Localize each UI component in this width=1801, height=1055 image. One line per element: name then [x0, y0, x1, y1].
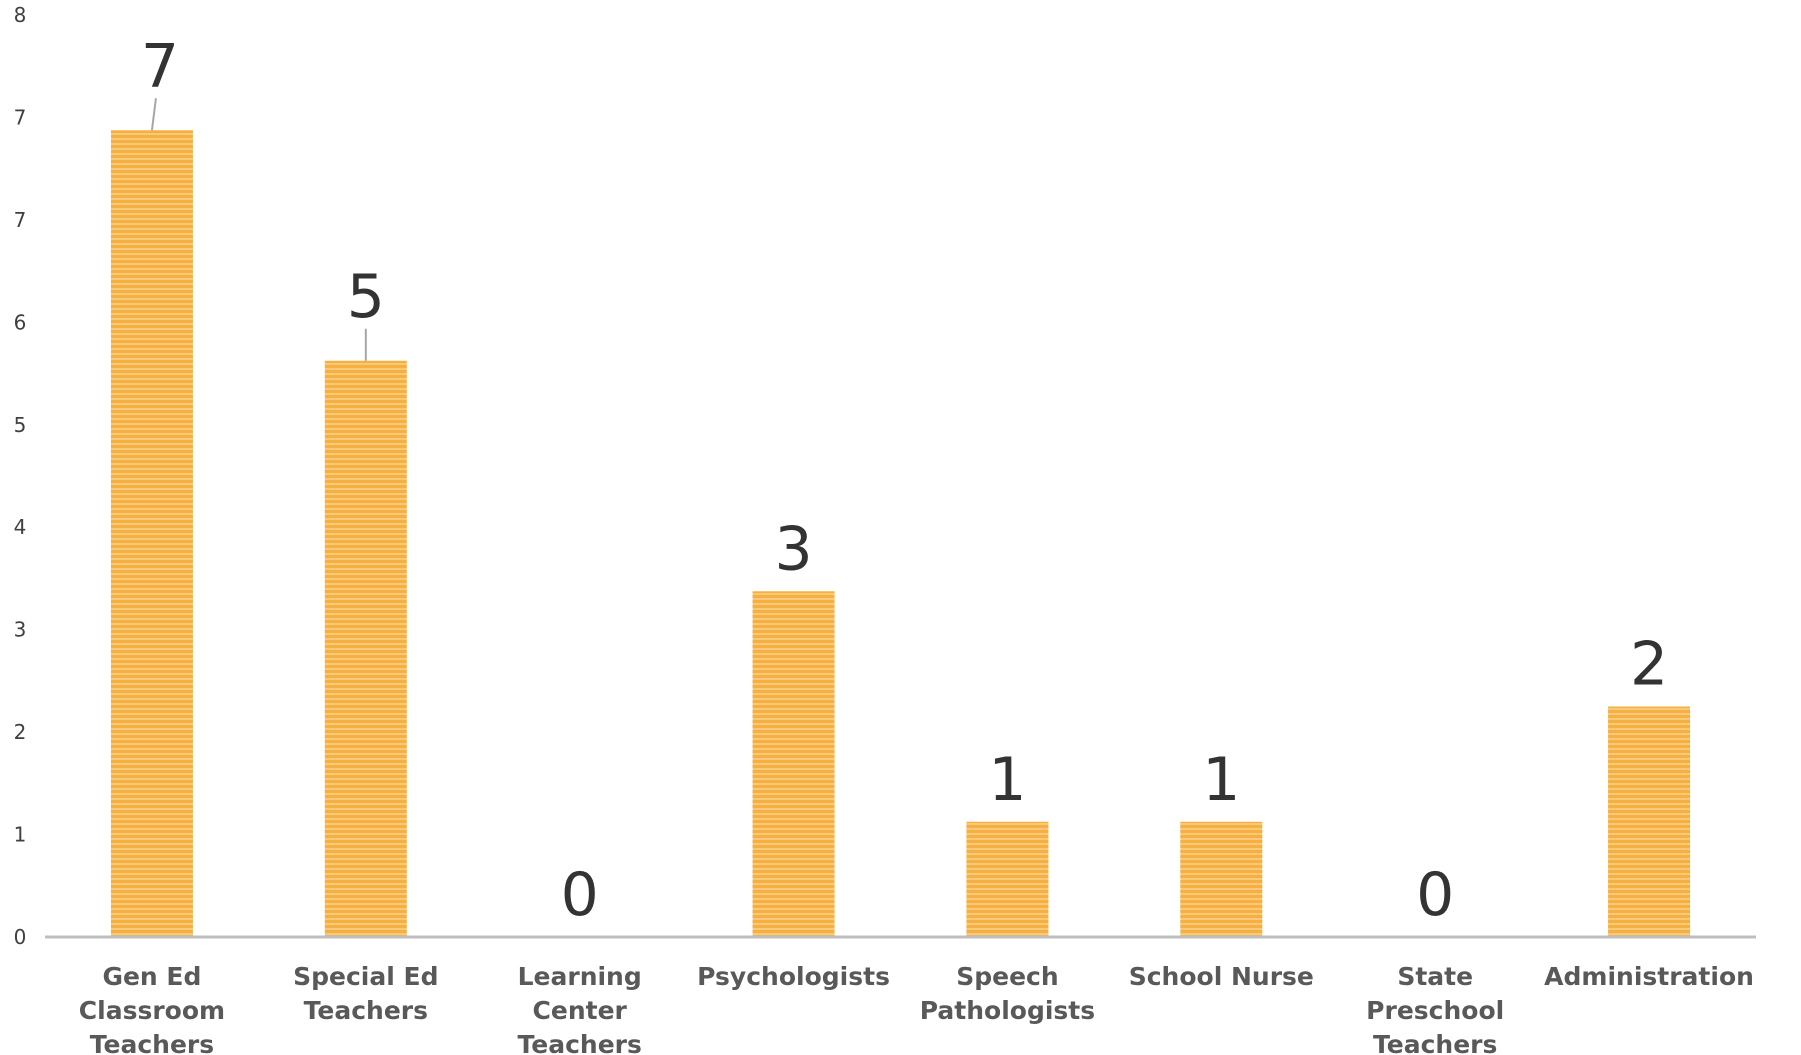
data-label: 7	[141, 31, 179, 101]
bar	[1608, 706, 1691, 937]
y-tick-label: 1	[14, 823, 27, 847]
data-label: 3	[774, 514, 812, 584]
data-label: 0	[561, 860, 599, 930]
y-tick-label: 5	[14, 413, 27, 437]
x-tick-label: Psychologists	[697, 962, 890, 991]
leader-lines	[150, 98, 367, 361]
data-label: 1	[988, 745, 1026, 815]
x-tick-label: School Nurse	[1129, 962, 1314, 991]
data-label: 2	[1630, 630, 1668, 700]
bar	[966, 821, 1049, 937]
data-label: 5	[347, 262, 385, 332]
bar	[1180, 821, 1263, 937]
bar	[110, 130, 193, 937]
data-label: 1	[1202, 745, 1240, 815]
x-tick-label: Speech Pathologists	[920, 962, 1095, 1025]
y-tick-label: 7	[14, 105, 27, 129]
y-tick-label: 0	[14, 925, 27, 949]
bar	[752, 591, 835, 937]
x-axis-labels: Gen Ed Classroom Teachers Special Ed Teacher…	[79, 962, 1754, 1055]
y-axis: 0 1 2 3 4 5 6 7 7 8	[14, 3, 27, 949]
y-tick-label: 4	[14, 515, 27, 539]
bars	[110, 130, 1691, 937]
y-tick-label: 6	[14, 310, 27, 334]
y-tick-label: 7	[14, 208, 27, 232]
y-tick-label: 2	[14, 720, 27, 744]
leader-line	[150, 98, 157, 131]
x-tick-label: Administration	[1544, 962, 1754, 991]
x-tick-label: Learning Center Teachers	[518, 962, 642, 1055]
y-tick-label: 3	[14, 618, 27, 642]
x-tick-label: Special Ed Teachers	[293, 962, 438, 1025]
bar	[324, 360, 407, 937]
x-tick-label: State Preschool Teachers	[1366, 962, 1504, 1055]
x-tick-label: Gen Ed Classroom Teachers	[79, 962, 225, 1055]
y-tick-label: 8	[14, 3, 27, 27]
data-label: 0	[1416, 860, 1454, 930]
data-labels: 7 5 0 3 1 1 0 2	[141, 31, 1668, 930]
